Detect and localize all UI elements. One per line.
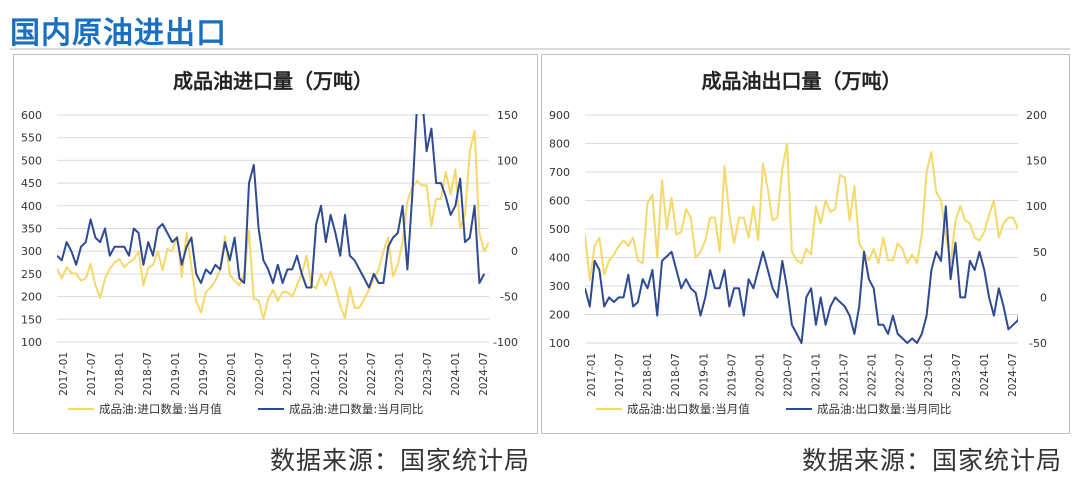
y-left-tick-label: 600 — [21, 109, 42, 122]
y-left-tick-label: 200 — [21, 291, 42, 304]
y-left-tick-label: 500 — [21, 154, 42, 167]
y-right-tick-label: 150 — [1026, 155, 1047, 168]
y-left-tick-label: 300 — [21, 245, 42, 258]
x-tick-label: 2023-07 — [951, 353, 963, 397]
y-left-tick-label: 700 — [549, 166, 570, 179]
y-right-tick-label: 150 — [497, 109, 518, 122]
x-tick-label: 2018-01 — [642, 353, 654, 397]
x-tick-label: 2018-07 — [670, 353, 682, 397]
x-tick-label: 2022-01 — [867, 353, 879, 397]
export-chart: 成品油出口量（万吨）100200300400500600700800900-50… — [549, 69, 1047, 416]
x-tick-label: 2021-07 — [310, 352, 322, 396]
x-tick-label: 2024-07 — [1007, 353, 1019, 397]
y-right-tick-label: -50 — [500, 291, 518, 304]
x-tick-label: 2020-07 — [254, 352, 266, 396]
y-left-tick-label: 250 — [21, 268, 42, 281]
y-left-tick-label: 100 — [21, 336, 42, 349]
page-title: 国内原油进出口 — [10, 16, 227, 51]
y-right-tick-label: 0 — [511, 245, 518, 258]
y-right-tick-label: -50 — [1029, 337, 1047, 350]
legend-label: 成品油:出口数量:当月同比 — [817, 402, 951, 416]
y-left-tick-label: 800 — [549, 138, 570, 151]
x-tick-label: 2018-07 — [142, 352, 154, 396]
x-tick-label: 2020-07 — [782, 353, 794, 397]
y-right-tick-label: 50 — [504, 200, 518, 213]
y-right-tick-label: 200 — [1026, 109, 1047, 122]
x-tick-label: 2024-07 — [478, 352, 490, 396]
source-note-right: 数据来源：国家统计局 — [802, 446, 1063, 475]
x-tick-label: 2017-01 — [58, 352, 70, 396]
series-line-yoy — [57, 114, 486, 289]
y-right-tick-label: 100 — [1026, 200, 1047, 213]
x-tick-label: 2019-07 — [198, 352, 210, 396]
x-tick-label: 2019-01 — [170, 352, 182, 396]
x-tick-label: 2022-07 — [895, 353, 907, 397]
series-line-monthly-value — [57, 129, 489, 321]
x-tick-label: 2017-01 — [586, 353, 598, 397]
x-tick-label: 2022-01 — [338, 352, 350, 396]
x-tick-label: 2020-01 — [226, 352, 238, 396]
x-tick-label: 2017-07 — [86, 352, 98, 396]
y-left-tick-label: 500 — [549, 223, 570, 236]
y-right-tick-label: 50 — [1033, 246, 1047, 259]
y-left-tick-label: 600 — [549, 195, 570, 208]
x-tick-label: 2024-01 — [979, 353, 991, 397]
y-left-tick-label: 550 — [21, 132, 42, 145]
x-tick-label: 2023-07 — [422, 352, 434, 396]
y-right-tick-label: -100 — [493, 336, 518, 349]
y-left-tick-label: 400 — [21, 200, 42, 213]
y-left-tick-label: 400 — [549, 252, 570, 265]
export-chart-panel: 成品油出口量（万吨） 100 200 300 400 500 600 700 800 900 -50… — [541, 54, 1070, 434]
x-tick-label: 2023-01 — [394, 352, 406, 396]
x-tick-label: 2020-01 — [754, 353, 766, 397]
title-divider — [10, 48, 1070, 50]
x-tick-label: 2021-07 — [839, 353, 851, 397]
y-left-tick-label: 100 — [549, 337, 570, 350]
series-line-yoy — [585, 205, 1018, 344]
y-right-tick-label: 100 — [497, 154, 518, 167]
x-tick-label: 2017-07 — [614, 353, 626, 397]
x-tick-label: 2021-01 — [282, 352, 294, 396]
series-line-monthly-value — [585, 142, 1018, 282]
y-left-tick-label: 150 — [21, 313, 42, 326]
x-tick-label: 2023-01 — [923, 353, 935, 397]
import-chart-panel: 成品油进口量（万吨） 100 150 200 250 300 350 400 450 500 550… — [13, 54, 538, 434]
y-right-tick-label: 0 — [1040, 291, 1047, 304]
y-left-tick-label: 450 — [21, 177, 42, 190]
x-tick-label: 2022-07 — [366, 352, 378, 396]
y-left-tick-label: 300 — [549, 280, 570, 293]
legend-label: 成品油:出口数量:当月值 — [627, 402, 750, 416]
x-tick-label: 2019-01 — [698, 353, 710, 397]
y-left-tick-label: 200 — [549, 309, 570, 322]
y-left-tick-label: 900 — [549, 109, 570, 122]
x-tick-label: 2018-01 — [114, 352, 126, 396]
legend-label: 成品油:进口数量:当月同比 — [289, 402, 423, 416]
chart-title: 成品油出口量（万吨） — [702, 69, 902, 93]
x-tick-label: 2024-01 — [450, 352, 462, 396]
import-chart: 成品油进口量（万吨）100150200250300350400450500550… — [21, 69, 518, 416]
x-tick-label: 2019-07 — [726, 353, 738, 397]
legend-label: 成品油:进口数量:当月值 — [99, 402, 222, 416]
source-note-left: 数据来源：国家统计局 — [270, 446, 531, 475]
x-tick-label: 2021-01 — [811, 353, 823, 397]
y-left-tick-label: 350 — [21, 223, 42, 236]
chart-title: 成品油进口量（万吨） — [173, 69, 373, 93]
